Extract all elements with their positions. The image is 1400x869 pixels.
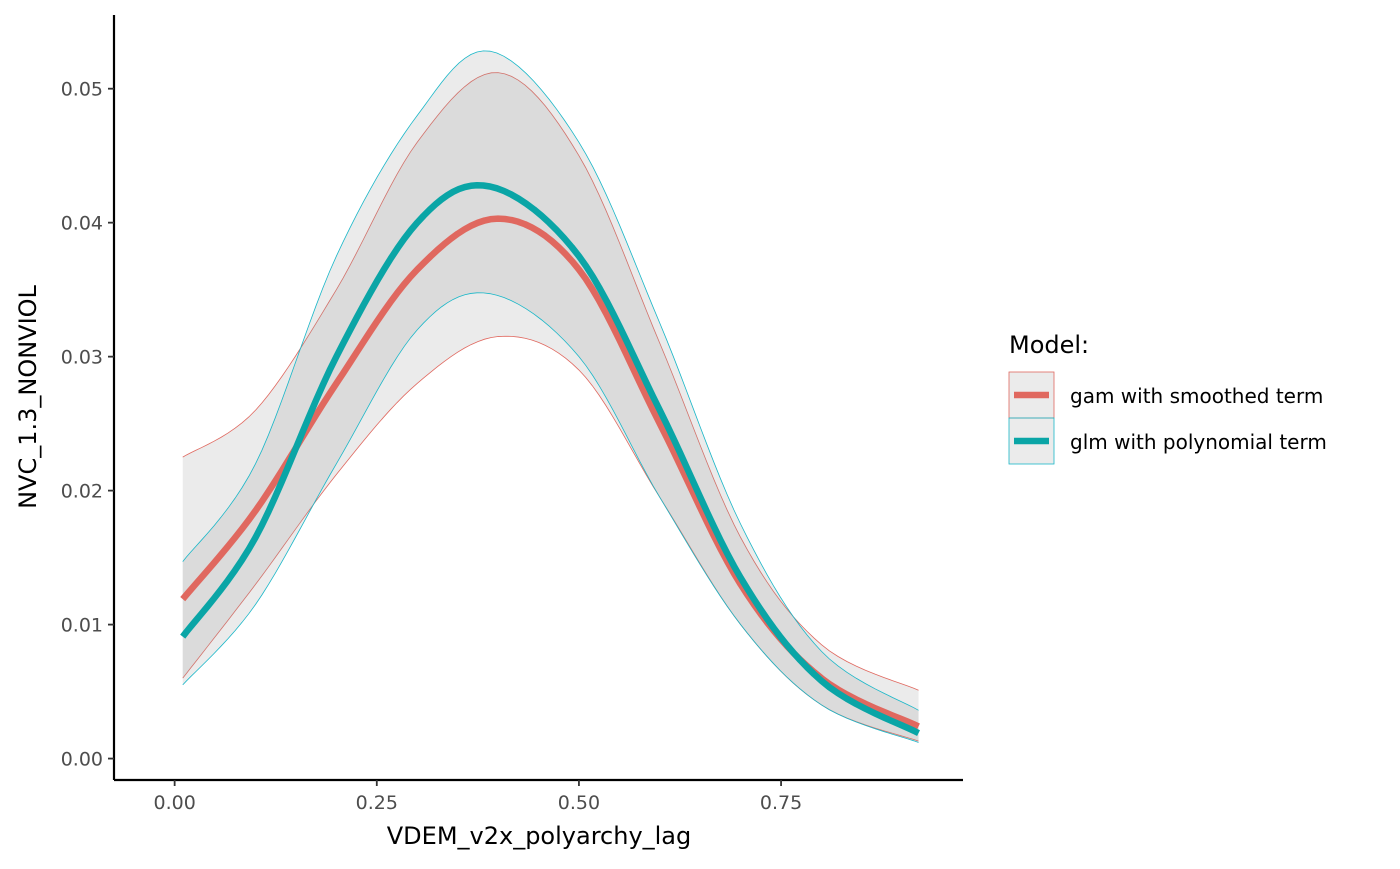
ribbon-upper-edge-0 <box>182 72 919 691</box>
confidence-ribbon-1 <box>182 50 919 743</box>
legend-label: glm with polynomial term <box>1070 430 1327 454</box>
legend-item: glm with polynomial term <box>1008 417 1327 465</box>
y-tick-label: 0.01 <box>61 615 103 637</box>
series-line-1 <box>180 182 920 737</box>
line-layer <box>180 182 920 737</box>
ribbon-lower-edge-1 <box>182 292 919 743</box>
axes-layer <box>112 15 963 782</box>
x-tick-label: 0.75 <box>760 792 802 814</box>
y-tick-label: 0.03 <box>61 347 103 369</box>
y-tick-label: 0.02 <box>61 481 103 503</box>
y-axis-title: NVC_1.3_NONVIOL <box>14 284 42 508</box>
ribbon-upper-edge-1 <box>182 50 919 711</box>
x-tick-label: 0.25 <box>356 792 398 814</box>
y-tick-label: 0.05 <box>61 79 103 101</box>
legend-item: gam with smoothed term <box>1008 371 1323 419</box>
y-tick-label: 0.00 <box>61 749 103 771</box>
x-axis-title: VDEM_v2x_polyarchy_lag <box>387 822 692 850</box>
legend-items: gam with smoothed term glm with polynomia… <box>1008 371 1327 465</box>
legend: Model: gam with smoothed term glm with po… <box>1008 331 1327 465</box>
x-tick-label: 0.00 <box>153 792 195 814</box>
y-tick-label: 0.04 <box>61 213 103 235</box>
legend-title: Model: <box>1009 331 1089 359</box>
legend-label: gam with smoothed term <box>1070 384 1323 408</box>
ticks-layer: 0.00 0.25 0.50 0.75 0.00 0.01 0.02 0.03 0.04 0.05 <box>61 79 803 814</box>
x-tick-label: 0.50 <box>558 792 600 814</box>
ribbon-layer <box>182 50 919 743</box>
